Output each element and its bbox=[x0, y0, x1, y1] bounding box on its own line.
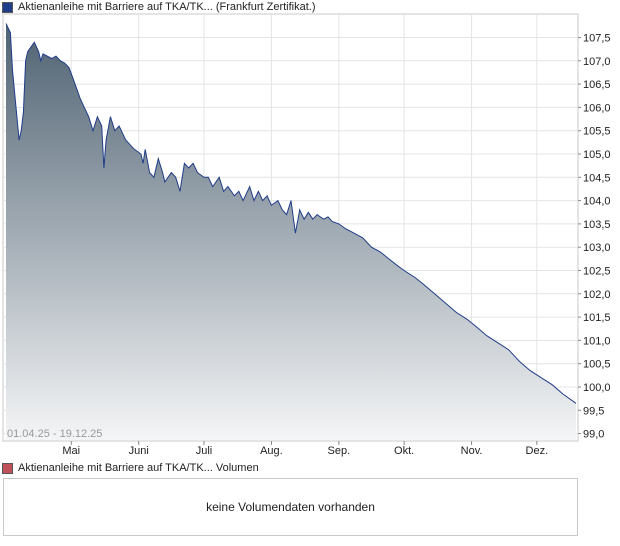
y-tick-label: 103,0 bbox=[583, 242, 611, 254]
x-tick-label: Sep. bbox=[328, 445, 351, 457]
x-tick-label: Mai bbox=[62, 445, 80, 457]
y-tick-label: 100,5 bbox=[583, 359, 611, 371]
y-tick-label: 107,5 bbox=[583, 33, 611, 45]
volume-legend-swatch bbox=[2, 462, 13, 474]
y-tick-label: 107,0 bbox=[583, 56, 611, 68]
x-tick-label: Juli bbox=[196, 445, 213, 457]
price-legend: Aktienanleihe mit Barriere auf TKA/TK...… bbox=[2, 0, 316, 14]
volume-legend-label: Aktienanleihe mit Barriere auf TKA/TK...… bbox=[18, 462, 259, 474]
x-tick-label: Nov. bbox=[461, 445, 483, 457]
y-tick-label: 106,0 bbox=[583, 102, 611, 114]
y-tick-label: 102,5 bbox=[583, 266, 611, 278]
x-tick-label: Juni bbox=[129, 445, 149, 457]
x-axis-ticks: Mai Juni Juli Aug. Sep. Okt. Nov. Dez. bbox=[62, 441, 548, 457]
x-tick-label: Dez. bbox=[526, 445, 549, 457]
y-tick-label: 102,0 bbox=[583, 289, 611, 301]
y-tick-label: 101,5 bbox=[583, 312, 611, 324]
volume-panel: keine Volumendaten vorhanden bbox=[3, 478, 578, 536]
date-range-label: 01.04.25 - 19.12.25 bbox=[7, 428, 102, 440]
price-line bbox=[5, 23, 577, 404]
no-volume-message: keine Volumendaten vorhanden bbox=[206, 500, 375, 514]
y-axis-ticks: 107,5 107,0 106,5 106,0 105,5 105,0 104,5 104,0… bbox=[578, 33, 611, 441]
y-tick-label: 104,5 bbox=[583, 172, 611, 184]
price-legend-label: Aktienanleihe mit Barriere auf TKA/TK...… bbox=[18, 1, 316, 13]
y-tick-label: 99,5 bbox=[583, 405, 604, 417]
y-tick-label: 106,5 bbox=[583, 79, 611, 91]
y-tick-label: 101,0 bbox=[583, 335, 611, 347]
volume-legend: Aktienanleihe mit Barriere auf TKA/TK...… bbox=[2, 461, 259, 475]
y-tick-label: 103,5 bbox=[583, 219, 611, 231]
y-tick-label: 104,0 bbox=[583, 196, 611, 208]
y-tick-label: 99,0 bbox=[583, 429, 604, 441]
y-tick-label: 100,0 bbox=[583, 382, 611, 394]
price-chart: 107,5 107,0 106,5 106,0 105,5 105,0 104,5 104,0… bbox=[2, 13, 611, 457]
y-tick-label: 105,5 bbox=[583, 126, 611, 138]
price-legend-swatch bbox=[2, 1, 13, 13]
x-tick-label: Aug. bbox=[260, 445, 283, 457]
x-tick-label: Okt. bbox=[394, 445, 414, 457]
y-tick-label: 105,0 bbox=[583, 149, 611, 161]
price-area-fill bbox=[6, 23, 576, 440]
